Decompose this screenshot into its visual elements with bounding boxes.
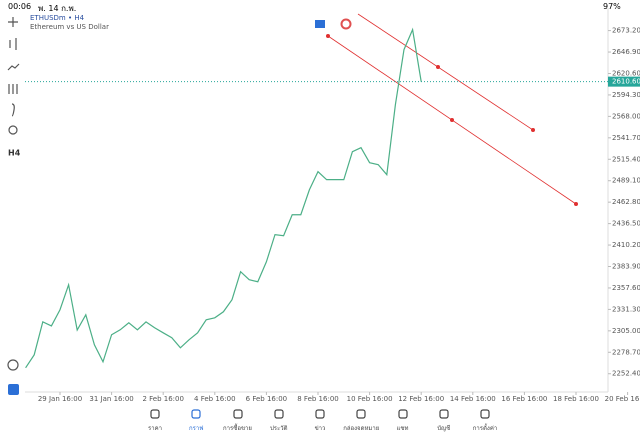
y-tick-label: 2252.40 bbox=[612, 370, 640, 378]
tab[interactable]: กล่องจดหมาย bbox=[341, 408, 381, 433]
tab[interactable]: กราฟ bbox=[176, 408, 216, 433]
objects-tool[interactable] bbox=[8, 125, 18, 135]
tab-icon-shape bbox=[315, 409, 325, 419]
app-icon[interactable] bbox=[8, 384, 19, 395]
trend-point bbox=[326, 34, 330, 38]
y-tick-label: 2462.80 bbox=[612, 198, 640, 206]
signal-tool[interactable] bbox=[7, 359, 19, 371]
tab[interactable]: การตั้งค่า bbox=[465, 408, 505, 433]
tab-icon bbox=[439, 409, 449, 419]
x-tick-label: 2 Feb 16:00 bbox=[142, 395, 183, 403]
x-tick-label: 10 Feb 16:00 bbox=[347, 395, 393, 403]
indicators-tool[interactable] bbox=[7, 63, 20, 71]
price-line bbox=[25, 27, 422, 369]
x-tick-label: 29 Jan 16:00 bbox=[38, 395, 82, 403]
tab-icon bbox=[397, 409, 408, 419]
y-tick-label: 2515.40 bbox=[612, 155, 640, 163]
tab-icon-shape bbox=[356, 409, 366, 419]
y-tick-label: 2568.00 bbox=[612, 112, 640, 120]
tab-label: การตั้งค่า bbox=[472, 425, 498, 432]
x-tick-label: 8 Feb 16:00 bbox=[297, 395, 338, 403]
y-tick-label: 2278.70 bbox=[612, 348, 640, 356]
y-tick-label: 2673.20 bbox=[612, 27, 640, 35]
chart: ETHUSDm • H4 Ethereum vs US Dollar H4 26… bbox=[7, 8, 640, 403]
tab-icon-shape bbox=[232, 409, 243, 419]
crosshair-tool[interactable] bbox=[8, 17, 18, 27]
tab-icon-shape bbox=[191, 409, 201, 419]
trend-line bbox=[357, 13, 534, 131]
symbol-name: ETHUSDm • H4 bbox=[30, 14, 85, 22]
tab[interactable]: ราคา bbox=[135, 408, 175, 433]
tab-label: แชท bbox=[396, 425, 409, 432]
tab-label: การซื้อขาย bbox=[223, 425, 252, 432]
trend-point bbox=[531, 128, 535, 132]
current-price-label: 2610.60 bbox=[612, 78, 640, 86]
x-tick-label: 6 Feb 16:00 bbox=[246, 395, 287, 403]
y-tick-label: 2383.90 bbox=[612, 263, 640, 271]
x-tick-label: 4 Feb 16:00 bbox=[194, 395, 235, 403]
settings-tool[interactable] bbox=[8, 84, 18, 94]
y-tick-label: 2436.50 bbox=[612, 220, 640, 228]
symbol-description: Ethereum vs US Dollar bbox=[30, 23, 109, 31]
trend-point bbox=[574, 202, 578, 206]
tab-label: ข่าว bbox=[314, 425, 326, 432]
tab-icon-shape bbox=[150, 409, 160, 419]
tab-icon-shape bbox=[480, 409, 490, 419]
tab-icon bbox=[356, 409, 366, 419]
tab-label: กล่องจดหมาย bbox=[343, 425, 380, 432]
left-toolbar bbox=[7, 17, 20, 371]
tab[interactable]: ประวัติ bbox=[259, 408, 299, 433]
status-battery: 97% bbox=[603, 2, 621, 11]
tab-label: กราฟ bbox=[189, 425, 204, 432]
function-tool[interactable] bbox=[11, 103, 15, 117]
tab-icon bbox=[232, 409, 243, 419]
y-tick-label: 2541.70 bbox=[612, 134, 640, 142]
timeframe[interactable]: H4 bbox=[8, 149, 21, 158]
y-tick-label: 2489.10 bbox=[612, 177, 640, 185]
y-tick-label: 2646.90 bbox=[612, 48, 640, 56]
x-tick-label: 16 Feb 16:00 bbox=[501, 395, 547, 403]
status-time: 00:06 bbox=[8, 2, 32, 11]
tab-label: ราคา bbox=[148, 425, 162, 432]
x-tick-label: 31 Jan 16:00 bbox=[89, 395, 133, 403]
indicator-icon[interactable] bbox=[340, 18, 352, 30]
tab-icon bbox=[150, 409, 160, 419]
tab-icon bbox=[191, 409, 201, 419]
y-tick-label: 2357.60 bbox=[612, 284, 640, 292]
tab-icon-shape bbox=[397, 409, 408, 419]
tab[interactable]: การซื้อขาย bbox=[218, 408, 258, 433]
tab-icon-shape bbox=[274, 409, 284, 419]
tab-label: บัญชี bbox=[437, 425, 451, 432]
y-tick-label: 2410.20 bbox=[612, 241, 640, 249]
tab-icon-shape bbox=[439, 409, 449, 419]
y-tick-label: 2305.00 bbox=[612, 327, 640, 335]
tab-bar: ราคา กราฟ การซื้อขาย ประวัติ ข่าว กล่องจดหมาย… bbox=[135, 408, 505, 433]
x-tick-label: 14 Feb 16:00 bbox=[450, 395, 496, 403]
tab-label: ประวัติ bbox=[269, 425, 288, 432]
tab[interactable]: ข่าว bbox=[300, 408, 340, 433]
tab-icon bbox=[480, 409, 490, 419]
chart-type-tool[interactable] bbox=[9, 38, 17, 50]
tab[interactable]: บัญชี bbox=[424, 408, 464, 433]
trend-point bbox=[436, 65, 440, 69]
trend-point bbox=[450, 118, 454, 122]
x-tick-label: 18 Feb 16:00 bbox=[553, 395, 599, 403]
status-date: พ. 14 ก.พ. bbox=[38, 4, 77, 13]
x-tick-label: 20 Feb 16:00 bbox=[605, 395, 640, 403]
tab[interactable]: แชท bbox=[383, 408, 423, 433]
y-tick-label: 2594.30 bbox=[612, 91, 640, 99]
current-price-tag bbox=[608, 76, 640, 87]
indicator-icon[interactable] bbox=[315, 20, 325, 28]
y-tick-label: 2620.60 bbox=[612, 69, 640, 77]
y-tick-label: 2331.30 bbox=[612, 305, 640, 313]
x-tick-label: 12 Feb 16:00 bbox=[398, 395, 444, 403]
tab-icon bbox=[274, 409, 284, 419]
tab-icon bbox=[315, 409, 325, 419]
